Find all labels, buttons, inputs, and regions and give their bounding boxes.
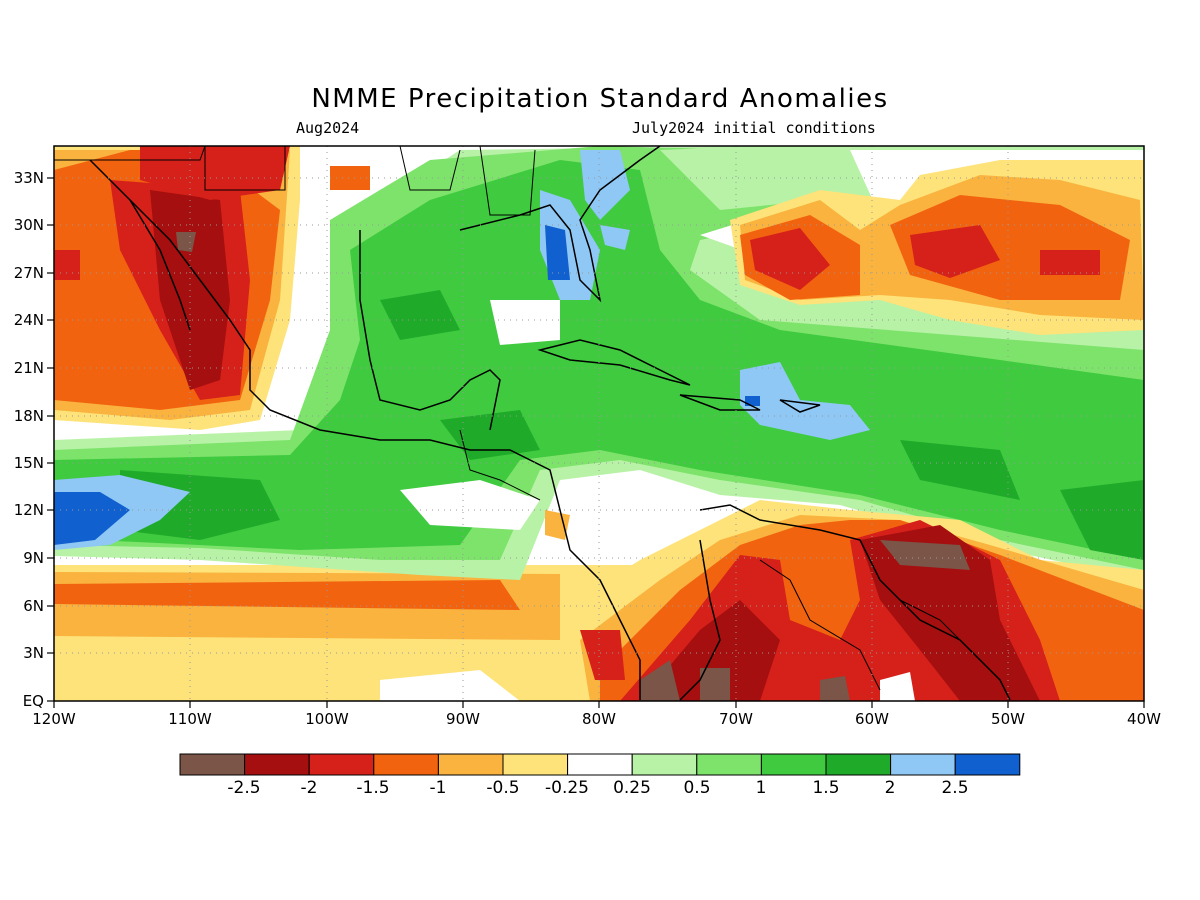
lon-label: 90W [446,710,480,728]
colorbar-swatch [890,753,956,776]
colorbar-label: -2 [301,778,318,798]
colorbar-swatch [179,753,246,776]
lon-label: 100W [305,710,349,728]
lat-label: 15N [14,454,44,472]
lat-labels: EQ 3N 6N 9N 12N 15N 18N 21N 24N 27N 30N … [14,169,44,710]
colorbar-swatch [567,753,633,776]
lat-label: 21N [14,359,44,377]
lat-label: 3N [23,644,44,662]
colorbar-labels: -2.5 -2 -1.5 -1 -0.5 -0.25 0.25 0.5 1 1.… [227,778,968,798]
colorbar-label: 0.25 [613,778,651,798]
colorbar-swatch [825,753,892,776]
lat-label: 12N [14,501,44,519]
lat-label: 6N [23,597,44,615]
lon-label: 80W [582,710,616,728]
lon-label: 110W [168,710,212,728]
wet-region-caribbean [740,362,870,440]
lon-ticks [53,701,1145,708]
colorbar-swatch [954,753,1021,776]
colorbar-swatch [502,753,569,776]
lon-label: 70W [719,710,753,728]
colorbar-label: -0.5 [486,778,519,798]
colorbar-label: 2 [885,778,896,798]
anomaly-field [54,146,1144,701]
colorbar-swatch [308,753,375,776]
borders [54,146,981,691]
colorbar-swatch [373,753,439,776]
colorbar-label: -2.5 [227,778,260,798]
colorbar-swatch [244,753,310,776]
colorbar-label: 0.5 [683,778,710,798]
colorbar-swatch [760,753,827,776]
lat-label: 24N [14,311,44,329]
lon-label: 120W [32,710,76,728]
colorbar-label: -1 [430,778,447,798]
colorbar-swatch [437,753,504,776]
lon-labels: 120W 110W 100W 90W 80W 70W 60W 50W 40W [32,710,1161,728]
lat-label: 33N [14,169,44,187]
lat-label: 9N [23,549,44,567]
colorbar-swatch [696,753,762,776]
lat-label: 30N [14,216,44,234]
lat-label: EQ [23,692,44,710]
lon-label: 40W [1127,710,1161,728]
lat-label: 27N [14,264,44,282]
lon-label: 60W [855,710,889,728]
map-title: NMME Precipitation Standard Anomalies [311,84,889,114]
colorbar-label: 1.5 [812,778,839,798]
lon-label: 50W [991,710,1025,728]
lat-ticks [47,177,54,702]
forecast-month-label: Aug2024 [296,119,360,137]
graticule [54,146,1144,701]
colorbar-label: 2.5 [941,778,968,798]
colorbar-label: -0.25 [545,778,589,798]
colorbar [179,753,1021,776]
colorbar-swatch [631,753,698,776]
initial-conditions-label: July2024 initial conditions [632,119,876,137]
colorbar-label: -1.5 [356,778,389,798]
colorbar-label: 1 [756,778,767,798]
lat-label: 18N [14,407,44,425]
